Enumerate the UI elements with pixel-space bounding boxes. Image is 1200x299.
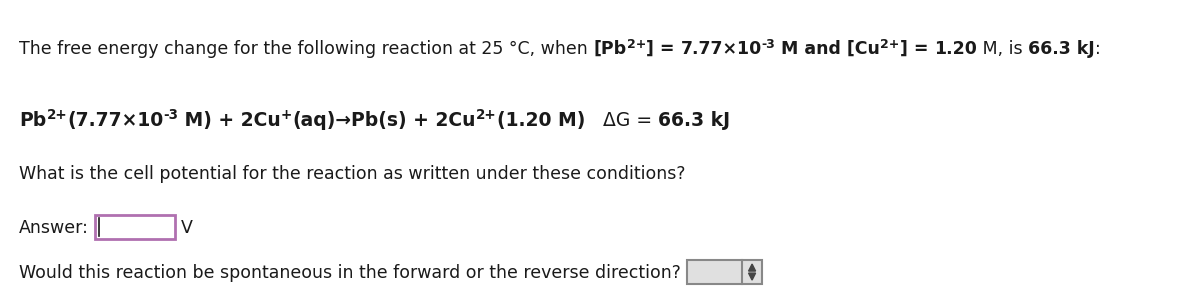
Text: -3: -3 [163,108,179,122]
Text: M and [Cu: M and [Cu [775,40,881,58]
Text: (7.77×10: (7.77×10 [67,111,163,129]
Text: M) + 2Cu: M) + 2Cu [179,111,281,129]
Text: The free energy change for the following reaction at 25 °C, when: The free energy change for the following… [19,40,594,58]
Text: 66.3 kJ: 66.3 kJ [1028,40,1094,58]
Text: 2+: 2+ [626,38,646,51]
Text: 2+: 2+ [881,38,900,51]
Text: ] =: ] = [900,40,935,58]
FancyBboxPatch shape [688,260,762,284]
Text: ΔG =: ΔG = [584,111,658,129]
Text: -3: -3 [762,38,775,51]
Text: 2+: 2+ [476,108,497,122]
Text: (1.20 M): (1.20 M) [497,111,584,129]
Text: 2+: 2+ [47,108,67,122]
Text: Pb: Pb [19,111,47,129]
Text: M, is: M, is [977,40,1028,58]
Text: [Pb: [Pb [594,40,626,58]
Text: Pb(s) + 2Cu: Pb(s) + 2Cu [352,111,476,129]
Text: Would this reaction be spontaneous in the forward or the reverse direction?: Would this reaction be spontaneous in th… [19,264,682,282]
Polygon shape [749,273,756,280]
Text: What is the cell potential for the reaction as written under these conditions?: What is the cell potential for the react… [19,165,685,183]
Text: 66.3 kJ: 66.3 kJ [658,111,730,129]
Text: 1.20: 1.20 [935,40,977,58]
Text: 7.77×10: 7.77×10 [680,40,762,58]
Polygon shape [749,264,756,271]
Text: Answer:: Answer: [19,219,89,237]
Text: :: : [1094,40,1100,58]
Text: (aq)→: (aq)→ [293,111,352,129]
Text: V: V [181,219,193,237]
FancyBboxPatch shape [95,215,175,239]
Text: +: + [281,108,293,122]
Text: ] =: ] = [646,40,680,58]
